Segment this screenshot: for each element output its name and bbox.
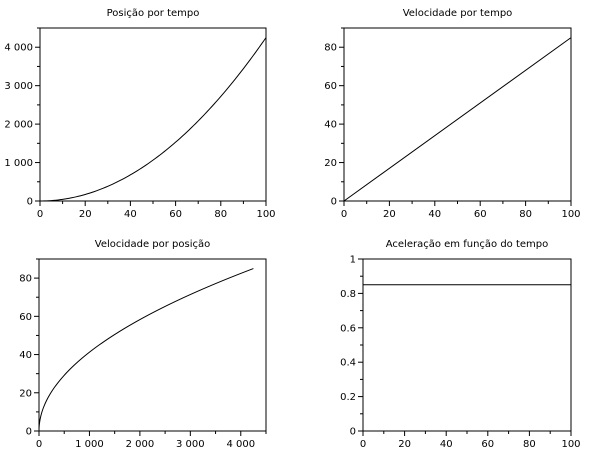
y-tick-label: 1 000 [4,158,33,169]
y-tick-label: 0 [350,427,356,438]
x-tick-label: 40 [428,209,441,220]
y-tick-label: 60 [19,312,32,323]
x-tick-label: 100 [256,209,275,220]
x-tick-label: 100 [561,439,580,450]
x-tick-label: 60 [169,209,182,220]
x-tick-label: 1 000 [75,439,104,450]
y-tick-label: 0 [26,427,32,438]
y-tick-label: 1 [350,255,356,266]
y-tick-label: 0.6 [340,323,356,334]
y-tick-label: 3 000 [4,81,33,92]
y-tick-label: 60 [324,81,337,92]
x-tick-label: 60 [474,209,487,220]
y-tick-label: 40 [19,350,32,361]
y-tick-label: 80 [19,274,32,285]
y-tick-label: 80 [324,43,337,54]
x-tick-label: 80 [519,209,532,220]
x-tick-label: 40 [124,209,137,220]
x-tick-label: 0 [341,209,347,220]
x-tick-label: 20 [398,439,411,450]
x-tick-label: 0 [36,439,42,450]
chart-velocity-vs-position: Velocidade por posição 0 1 000 2 000 3 000 4… [19,239,267,450]
y-tick-label: 20 [324,158,337,169]
plot-frame [39,27,267,202]
y-tick-label: 20 [19,388,32,399]
x-tick-label: 40 [440,439,453,450]
chart-velocity-vs-time: Velocidade por tempo 0 20 40 60 80 100 0 20 40 60… [324,8,580,220]
chart-position-vs-time: Posição por tempo 0 20 40 60 80 100 0 1 000 2 00… [4,8,275,220]
chart-title: Posição por tempo [107,8,200,19]
chart-title: Aceleração em função do tempo [386,239,549,250]
y-tick-label: 2 000 [4,120,33,131]
x-tick-label: 100 [561,209,580,220]
plot-frame [38,258,267,432]
y-tick-label: 40 [324,120,337,131]
x-tick-label: 20 [79,209,92,220]
y-tick-label: 0.2 [340,392,356,403]
x-tick-label: 0 [37,209,43,220]
x-tick-label: 3 000 [176,439,205,450]
x-tick-label: 60 [481,439,494,450]
y-tick-label: 0.4 [340,358,356,369]
x-tick-label: 0 [360,439,366,450]
x-tick-label: 20 [383,209,396,220]
plot-frame [343,27,572,202]
y-tick-label: 0.8 [340,289,356,300]
chart-title: Velocidade por tempo [403,8,513,19]
series-line [343,37,572,202]
series-line [39,37,267,202]
y-tick-label: 0 [27,197,33,208]
y-tick-label: 0 [331,197,337,208]
y-tick-label: 4 000 [4,43,33,54]
chart-acceleration-vs-time: Aceleração em função do tempo 0 20 40 60 80 1… [340,239,580,450]
series-line [38,268,254,432]
x-tick-label: 80 [523,439,536,450]
chart-title: Velocidade por posição [95,239,211,250]
x-tick-label: 2 000 [126,439,155,450]
x-tick-label: 4 000 [226,439,255,450]
x-tick-label: 80 [214,209,227,220]
